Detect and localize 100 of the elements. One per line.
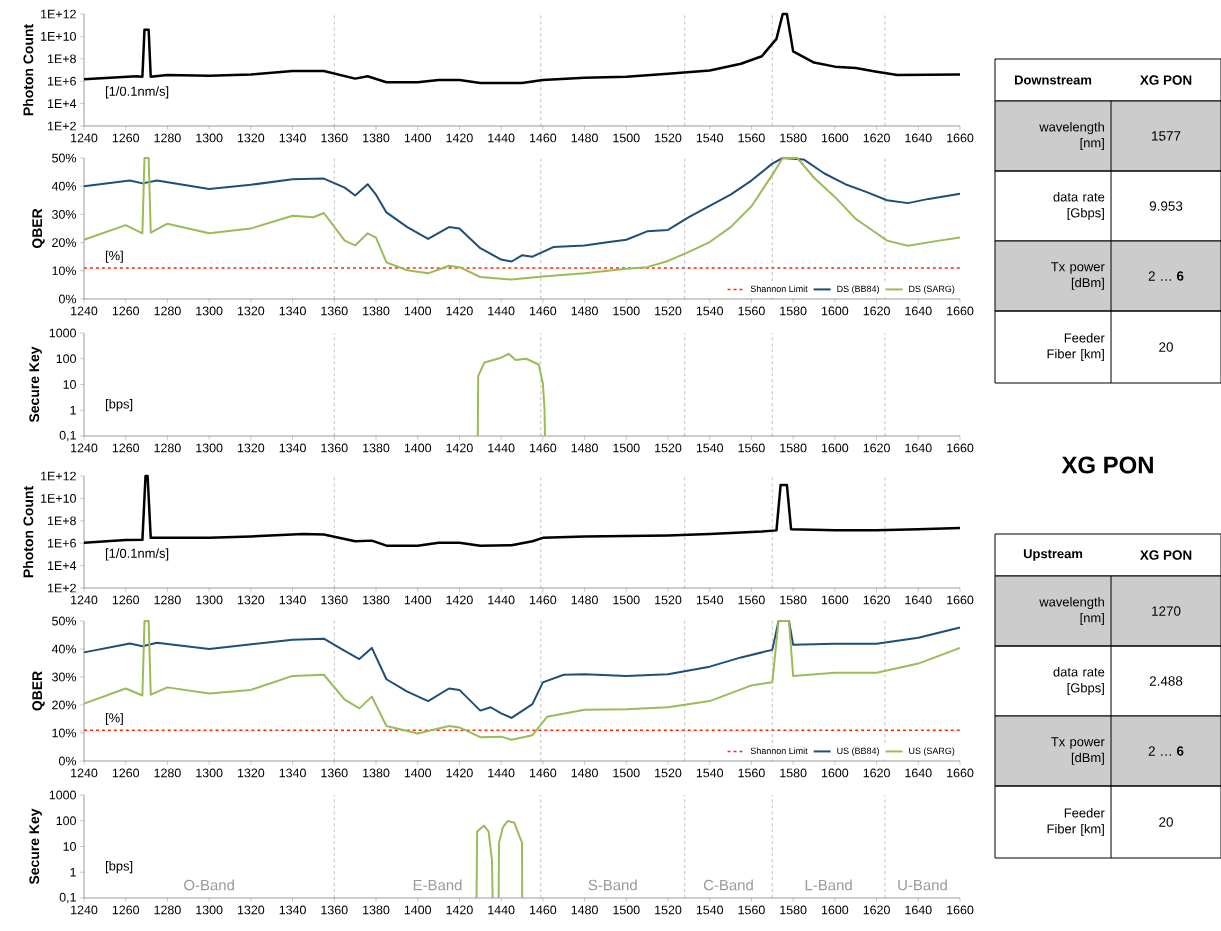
x-tick-label: 1600: [821, 905, 849, 915]
y-tick-label: 20%: [52, 700, 77, 710]
text: wavelength [nm]: [1039, 121, 1104, 151]
x-tick-label: 1240: [71, 133, 98, 143]
x-tick-label: 1340: [279, 905, 306, 915]
x-tick-label: 1240: [71, 768, 98, 778]
x-tick-label: 1240: [71, 306, 98, 316]
text: data rate [Gbps]: [1053, 191, 1105, 221]
x-tick-label: 1640: [905, 595, 932, 605]
annotation: O-Band: [184, 879, 234, 891]
x-tick-label: 1280: [154, 443, 181, 453]
y-axis-title: QBER: [32, 671, 45, 711]
x-tick-label: 1300: [196, 905, 223, 915]
x-tick-label: 1580: [780, 133, 807, 143]
x-tick-label: 1360: [321, 595, 348, 605]
annotation: E-Band: [413, 879, 462, 891]
x-tick-label: 1360: [321, 443, 348, 453]
annotation: [1/0.1nm/s]: [105, 548, 169, 561]
x-tick-label: 1300: [196, 443, 223, 453]
x-tick-label: 1560: [738, 443, 765, 453]
x-tick-label: 1560: [738, 595, 765, 605]
x-tick-label: 1580: [780, 905, 807, 915]
text: XG PON: [1139, 550, 1192, 560]
x-tick-label: 1420: [446, 443, 473, 453]
x-tick-label: 1460: [529, 768, 557, 778]
legend-label: Shannon Limit: [750, 285, 808, 293]
x-tick-label: 1420: [446, 133, 473, 143]
x-tick-label: 1580: [780, 306, 807, 316]
x-tick-label: 1540: [696, 306, 724, 316]
y-tick-label: 0%: [58, 756, 77, 766]
y-tick-label: 50%: [52, 153, 77, 163]
text: 2 … 6: [1148, 271, 1184, 281]
x-tick-label: 1300: [196, 133, 223, 143]
annotation: [%]: [105, 712, 123, 726]
x-tick-label: 1280: [154, 306, 181, 316]
x-tick-label: 1380: [363, 595, 390, 605]
legend-label: US (SARG): [909, 747, 955, 756]
x-tick-label: 1420: [446, 306, 473, 316]
y-tick-label: 1E+10: [41, 494, 76, 503]
x-tick-label: 1440: [488, 443, 515, 453]
x-tick-label: 1320: [237, 768, 265, 778]
y-axis-title: Photon Count: [23, 24, 34, 116]
x-tick-label: 1240: [71, 905, 98, 915]
x-tick-label: 1460: [529, 443, 557, 453]
annotation: [%]: [105, 250, 123, 263]
x-tick-label: 1300: [196, 306, 223, 316]
x-tick-label: 1640: [905, 443, 932, 453]
x-tick-label: 1340: [279, 768, 306, 778]
annotation: S-Band: [588, 879, 637, 891]
x-tick-label: 1600: [821, 595, 849, 605]
y-tick-label: 0,1: [59, 892, 76, 904]
x-tick-label: 1420: [446, 768, 473, 778]
x-tick-label: 1460: [529, 306, 557, 316]
y-tick-label: 1: [70, 405, 76, 415]
x-tick-label: 1380: [363, 306, 390, 316]
text: Feeder Fiber [km]: [1047, 808, 1105, 837]
x-tick-label: 1260: [112, 905, 140, 915]
y-tick-label: 40%: [51, 181, 77, 191]
x-tick-label: 1260: [112, 133, 140, 143]
y-axis-title: Secure Key: [29, 808, 42, 885]
legend-label: DS (SARG): [909, 285, 955, 294]
x-tick-label: 1340: [279, 133, 306, 143]
y-tick-label: 0,1: [59, 430, 76, 442]
x-tick-label: 1620: [863, 306, 890, 316]
y-tick-label: 30%: [52, 210, 77, 219]
x-tick-label: 1300: [196, 595, 223, 605]
text: Feeder Fiber [km]: [1047, 332, 1105, 362]
x-tick-label: 1280: [154, 905, 181, 915]
x-tick-label: 1400: [404, 133, 432, 143]
y-tick-label: 1E+6: [48, 538, 76, 548]
y-tick-label: 1: [70, 867, 76, 877]
y-tick-label: 1E+12: [41, 471, 76, 481]
x-tick-label: 1600: [821, 443, 849, 453]
x-tick-label: 1520: [655, 133, 682, 143]
y-tick-label: 10: [63, 842, 76, 851]
x-tick-label: 1420: [446, 595, 473, 605]
text: Upstream: [1023, 549, 1083, 561]
x-tick-label: 1560: [738, 905, 765, 915]
y-tick-label: 1E+8: [48, 54, 76, 64]
x-tick-label: 1600: [821, 133, 849, 143]
x-tick-label: 1440: [488, 306, 515, 316]
x-tick-label: 1320: [237, 443, 265, 453]
x-tick-label: 1440: [488, 595, 515, 605]
text: 1577: [1152, 131, 1181, 141]
x-tick-label: 1660: [947, 306, 974, 316]
text: Downstream: [1015, 75, 1092, 85]
x-tick-label: 1480: [571, 905, 598, 915]
text: XG PON: [1139, 75, 1192, 85]
x-tick-label: 1500: [613, 443, 640, 453]
x-tick-label: 1440: [488, 905, 515, 915]
x-tick-label: 1660: [947, 905, 974, 915]
y-tick-label: 1E+2: [48, 583, 76, 593]
x-tick-label: 1400: [404, 443, 432, 453]
x-tick-label: 1640: [905, 133, 932, 143]
x-tick-label: 1440: [488, 133, 515, 143]
x-tick-label: 1540: [696, 443, 724, 453]
legend-label: Shannon Limit: [750, 747, 808, 755]
annotation: C-Band: [703, 879, 753, 891]
y-tick-label: 1E+12: [41, 9, 76, 19]
y-tick-label: 10: [63, 380, 76, 389]
